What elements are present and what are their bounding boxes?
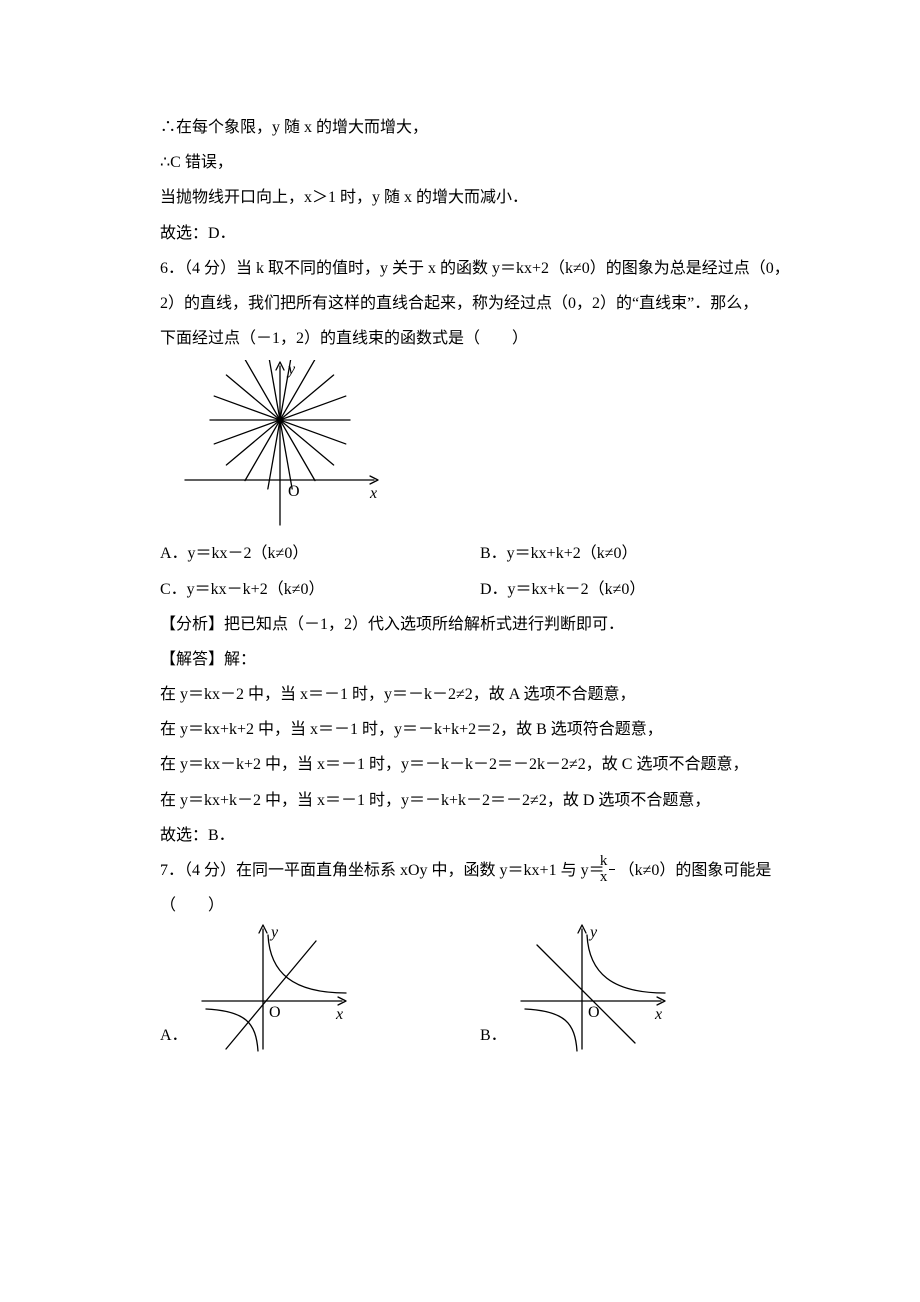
q7-stem-before: 7．（4 分）在同一平面直角坐标系 xOy 中，函数 y＝kx+1 与 y＝ bbox=[160, 862, 605, 879]
q6-solve-head: 【解答】解： bbox=[120, 642, 800, 677]
svg-text:O: O bbox=[269, 1004, 281, 1021]
q6-option-a: A．y＝kx－2（k≠0） bbox=[160, 536, 480, 571]
q7-stem-after: （k≠0）的图象可能是 bbox=[619, 862, 772, 879]
q6-solve-b: 在 y＝kx+k+2 中，当 x＝－1 时，y＝－k+k+2＝2，故 B 选项符… bbox=[120, 712, 800, 747]
svg-text:x: x bbox=[335, 1006, 343, 1023]
svg-text:y: y bbox=[269, 924, 279, 941]
q7-stem-line2: （ ） bbox=[120, 888, 800, 923]
q7-figure-b: Ox y bbox=[517, 923, 667, 1053]
q6-option-c: C．y＝kx－k+2（k≠0） bbox=[160, 572, 480, 607]
q6-option-d: D．y＝kx+k－2（k≠0） bbox=[480, 572, 800, 607]
q6-conclude: 故选：B． bbox=[120, 818, 800, 853]
svg-text:O: O bbox=[288, 483, 300, 500]
q7-frac-den: x bbox=[609, 870, 615, 885]
q7-frac-num: k bbox=[609, 854, 615, 870]
q6-option-b: B．y＝kx+k+2（k≠0） bbox=[480, 536, 800, 571]
q6-stem-line3: 下面经过点（－1，2）的直线束的函数式是（ ） bbox=[120, 321, 800, 356]
solution-line: 故选：D． bbox=[120, 216, 800, 251]
q6-analysis: 【分析】把已知点（－1，2）代入选项所给解析式进行判断即可． bbox=[120, 607, 800, 642]
svg-text:y: y bbox=[286, 361, 296, 378]
q7-label-b: B． bbox=[480, 1018, 507, 1053]
svg-text:O: O bbox=[588, 1004, 600, 1021]
q6-solve-a: 在 y＝kx－2 中，当 x＝－1 时，y＝－k－2≠2，故 A 选项不合题意， bbox=[120, 677, 800, 712]
q7-fraction: k x bbox=[609, 854, 615, 885]
svg-text:y: y bbox=[588, 924, 598, 941]
q7-figure-a: Ox y bbox=[198, 923, 348, 1053]
q7-stem-line1: 7．（4 分）在同一平面直角坐标系 xOy 中，函数 y＝kx+1 与 y＝ k… bbox=[120, 853, 800, 888]
q6-stem-line2: 2）的直线，我们把所有这样的直线合起来，称为经过点（0，2）的“直线束”．那么， bbox=[120, 286, 800, 321]
svg-text:x: x bbox=[654, 1006, 662, 1023]
svg-text:x: x bbox=[369, 485, 377, 502]
q6-figure: Ox y bbox=[120, 360, 800, 530]
q6-stem-line1: 6．（4 分）当 k 取不同的值时，y 关于 x 的函数 y＝kx+2（k≠0）… bbox=[120, 251, 800, 286]
solution-line: 当抛物线开口向上，x＞1 时，y 随 x 的增大而减小． bbox=[120, 180, 800, 215]
solution-line: ∴在每个象限，y 随 x 的增大而增大， bbox=[120, 110, 800, 145]
q6-solve-d: 在 y＝kx+k－2 中，当 x＝－1 时，y＝－k+k－2＝－2≠2，故 D … bbox=[120, 783, 800, 818]
q7-label-a: A． bbox=[160, 1018, 188, 1053]
solution-line: ∴C 错误， bbox=[120, 145, 800, 180]
q6-solve-c: 在 y＝kx－k+2 中，当 x＝－1 时，y＝－k－k－2＝－2k－2≠2，故… bbox=[120, 747, 800, 782]
